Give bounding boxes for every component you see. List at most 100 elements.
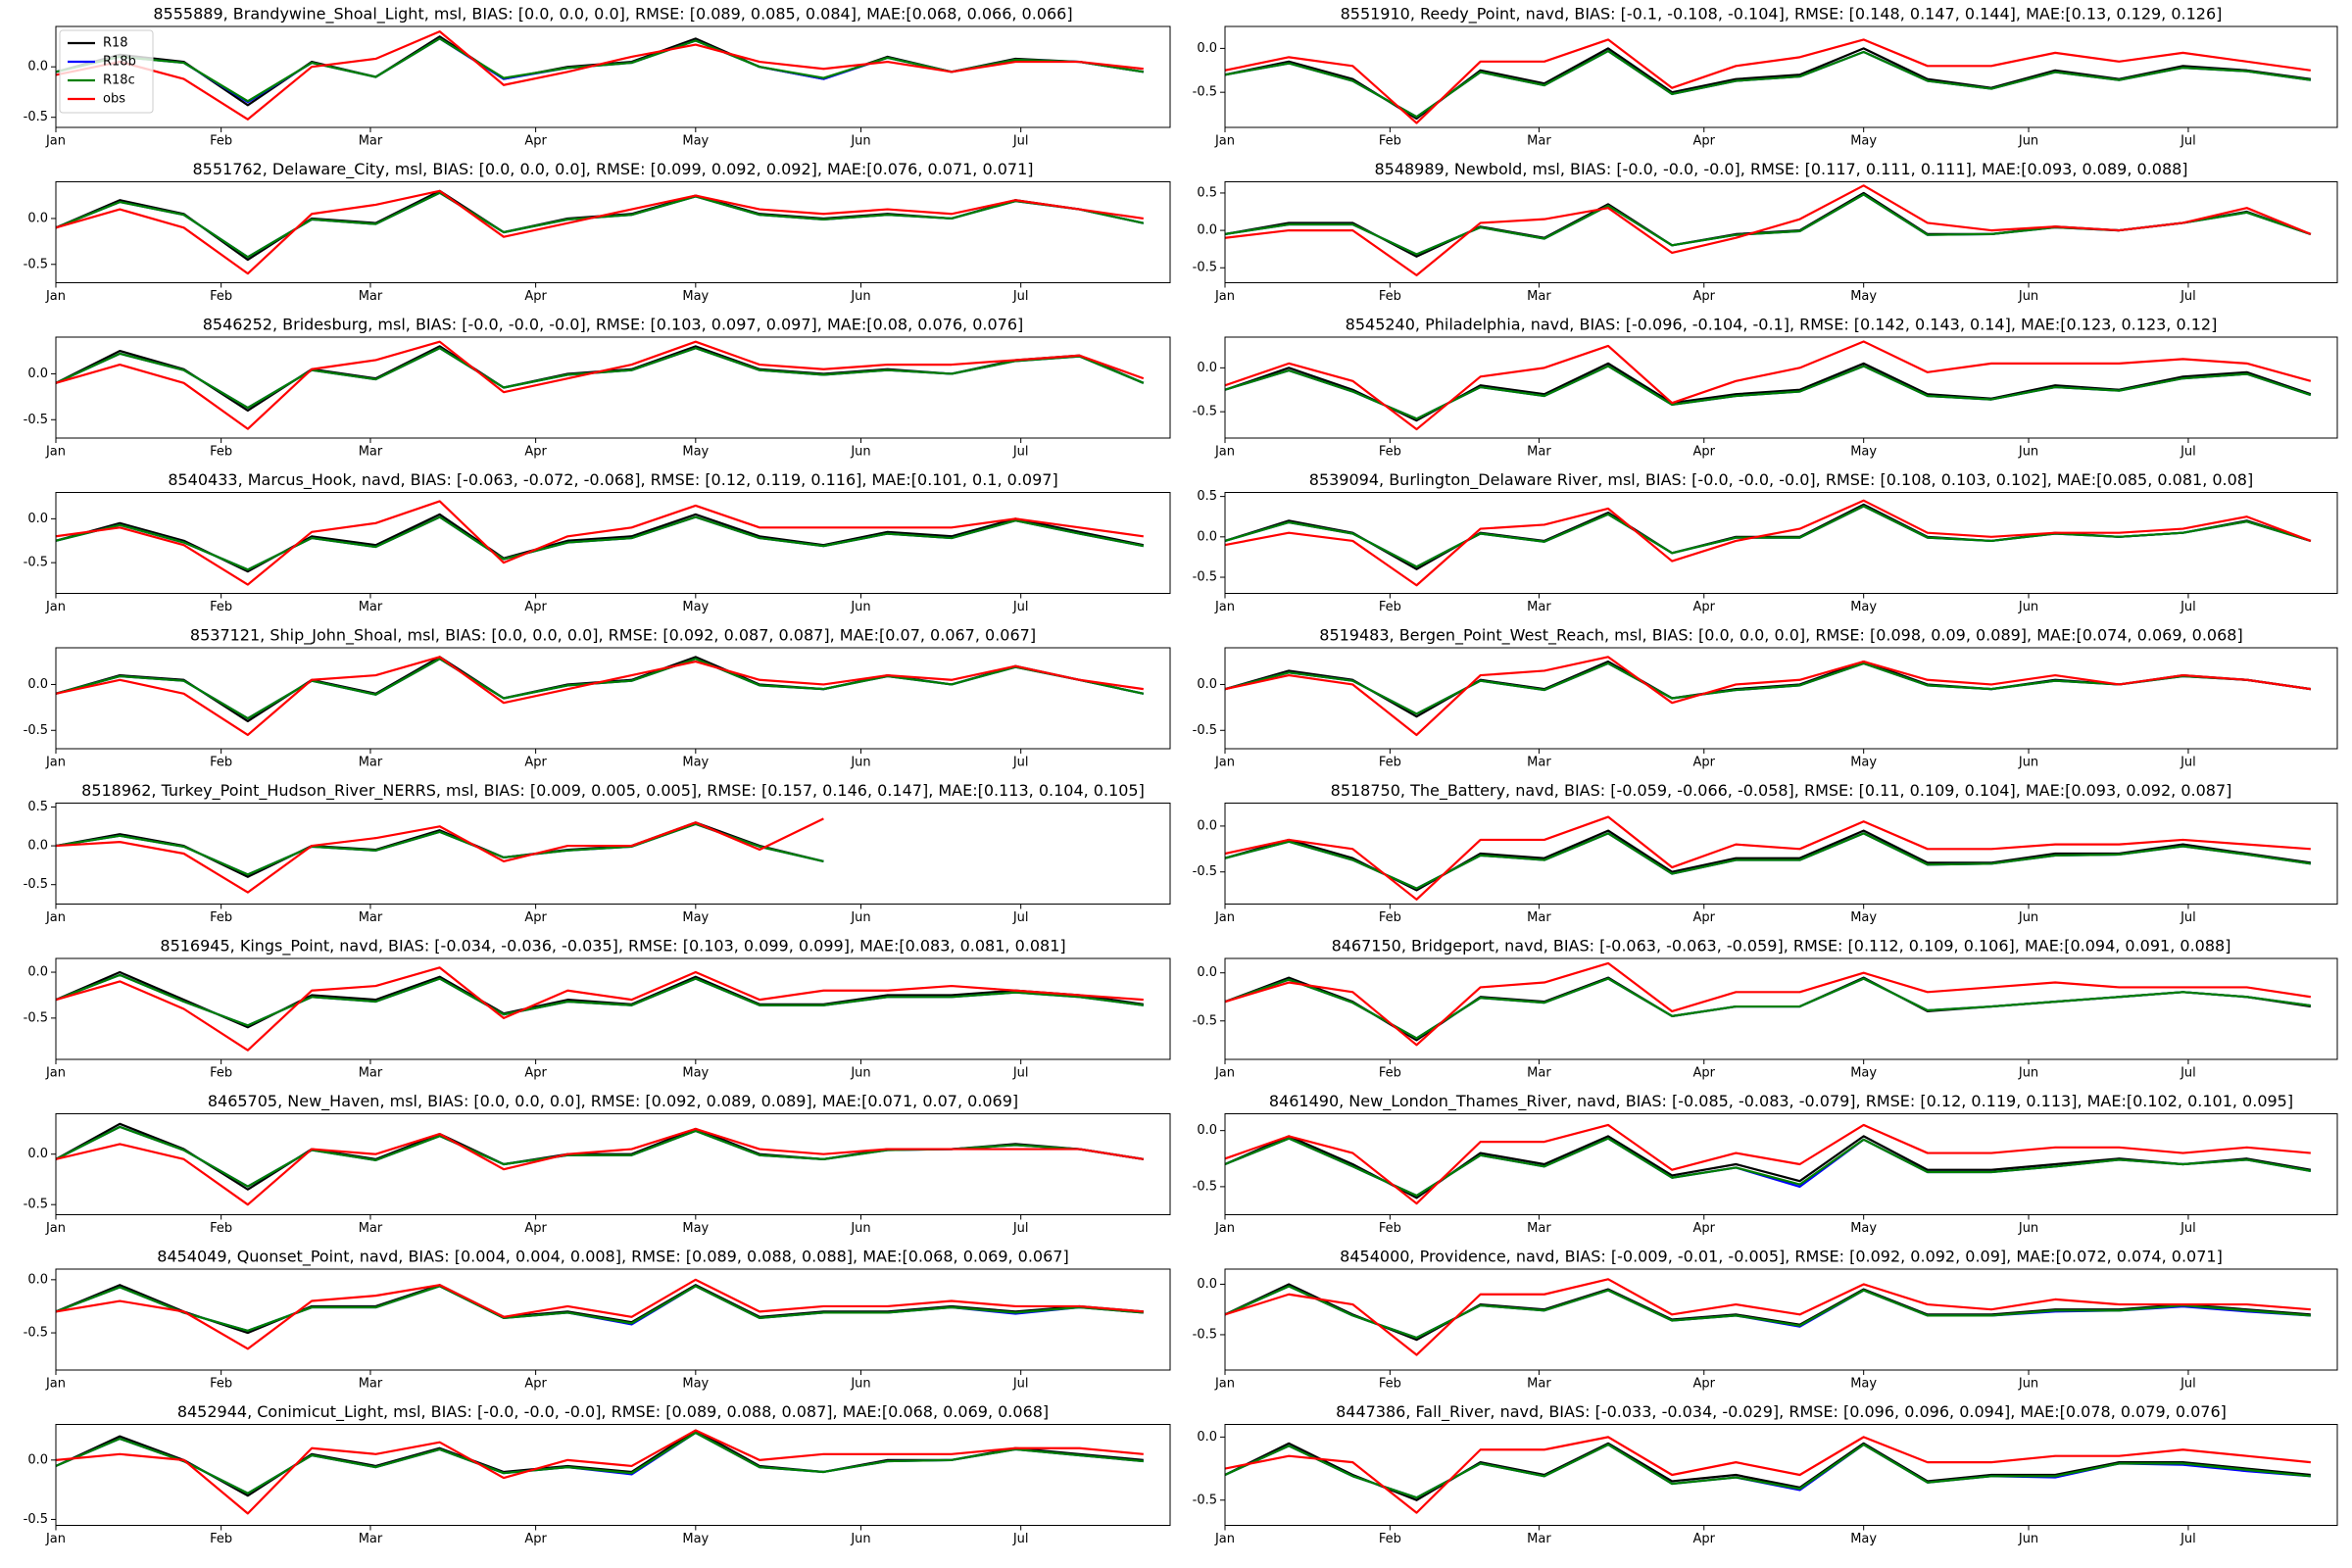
x-tick-label: Jan [45, 756, 66, 770]
y-tick-label: -0.5 [1193, 85, 1217, 100]
axes-frame [1224, 803, 2338, 905]
x-tick-label: Apr [524, 910, 547, 925]
series-line [56, 500, 1144, 586]
series-line [56, 970, 1144, 1029]
x-tick-label: May [1850, 1532, 1877, 1546]
x-tick-label: Jun [850, 600, 870, 614]
x-tick-label: Jul [1012, 1221, 1029, 1236]
axes-frame [55, 492, 1171, 594]
subplot-title: 8447386, Fall_River, navd, BIAS: [-0.033… [1336, 1402, 2227, 1422]
subplot: 8518962, Turkey_Point_Hudson_River_NERRS… [24, 781, 1171, 925]
series-line [56, 1127, 1144, 1206]
y-tick-label: 0.0 [1197, 41, 1217, 56]
x-tick-label: May [1850, 134, 1877, 149]
y-tick-label: -0.5 [24, 413, 48, 427]
y-tick-label: -0.5 [24, 1198, 48, 1212]
x-tick-label: Jan [1214, 600, 1235, 614]
y-tick-label: 0.0 [1197, 361, 1217, 375]
series-line [1225, 1442, 2311, 1501]
series-line [56, 30, 1144, 121]
x-tick-label: Mar [1527, 1532, 1551, 1546]
y-tick-label: 0.0 [27, 367, 48, 381]
series-line [1225, 1137, 2312, 1198]
legend-label: R18c [103, 74, 135, 88]
x-tick-label: Apr [1693, 910, 1716, 925]
y-tick-label: 0.0 [27, 1452, 48, 1467]
x-tick-label: Mar [1527, 1221, 1551, 1236]
axes-frame [55, 181, 1171, 283]
subplot-title: 8454049, Quonset_Point, navd, BIAS: [0.0… [157, 1248, 1068, 1267]
subplot: 8546252, Bridesburg, msl, BIAS: [-0.0, -… [24, 316, 1171, 460]
x-tick-label: Jul [2180, 600, 2196, 614]
x-tick-label: Mar [359, 445, 383, 460]
subplot: 8537121, Ship_John_Shoal, msl, BIAS: [0.… [24, 626, 1171, 770]
y-tick-label: -0.5 [1193, 1179, 1217, 1194]
x-tick-label: May [682, 289, 709, 304]
subplot-title: 8539094, Burlington_Delaware River, msl,… [1309, 470, 2253, 490]
x-tick-label: May [682, 1221, 709, 1236]
series-line [56, 966, 1144, 1052]
subplot-title: 8452944, Conimicut_Light, msl, BIAS: [-0… [177, 1402, 1049, 1422]
x-tick-label: Jul [2180, 1066, 2196, 1081]
y-tick-label: 0.5 [27, 800, 48, 814]
series-line [1225, 38, 2311, 124]
subplot: 8454049, Quonset_Point, navd, BIAS: [0.0… [24, 1248, 1171, 1392]
x-tick-label: Jun [850, 910, 870, 925]
x-tick-label: Jun [2018, 1066, 2038, 1081]
x-tick-label: Jan [1214, 756, 1235, 770]
subplot-title: 8555889, Brandywine_Shoal_Light, msl, BI… [153, 5, 1072, 24]
y-tick-label: 0.0 [1197, 1277, 1217, 1292]
x-tick-label: Jun [2018, 134, 2038, 149]
x-tick-label: Mar [359, 1221, 383, 1236]
x-tick-label: Jul [2180, 1377, 2196, 1392]
x-tick-label: Feb [1379, 600, 1401, 614]
series-line [1225, 340, 2312, 431]
subplot: 8545240, Philadelphia, navd, BIAS: [-0.0… [1193, 316, 2338, 460]
x-tick-label: Mar [359, 756, 383, 770]
x-tick-label: Jul [1012, 910, 1029, 925]
subplot-title: 8546252, Bridesburg, msl, BIAS: [-0.0, -… [203, 316, 1024, 334]
subplot-title: 8548989, Newbold, msl, BIAS: [-0.0, -0.0… [1374, 160, 2187, 178]
x-tick-label: Jul [2180, 445, 2196, 460]
x-tick-label: Jan [1214, 289, 1235, 304]
x-tick-label: May [1850, 756, 1877, 770]
axes-frame [1224, 1424, 2338, 1526]
subplot: 8555889, Brandywine_Shoal_Light, msl, BI… [24, 5, 1171, 149]
subplot-title: 8465705, New_Haven, msl, BIAS: [0.0, 0.0… [208, 1092, 1018, 1111]
x-tick-label: May [682, 1066, 709, 1081]
series-line [1225, 977, 2311, 1040]
x-tick-label: Feb [210, 600, 232, 614]
axes-frame [55, 803, 1171, 905]
x-tick-label: Feb [210, 1221, 232, 1236]
series-line [56, 822, 824, 876]
subplot-title: 8545240, Philadelphia, navd, BIAS: [-0.0… [1346, 316, 2218, 334]
series-line [56, 817, 824, 894]
x-tick-label: Jan [45, 134, 66, 149]
x-tick-label: Mar [359, 289, 383, 304]
y-tick-label: 0.0 [1197, 677, 1217, 692]
x-tick-label: Jan [1214, 910, 1235, 925]
x-tick-label: May [1850, 289, 1877, 304]
y-tick-label: -0.5 [24, 1010, 48, 1025]
subplot: 8461490, New_London_Thames_River, navd, … [1193, 1092, 2338, 1236]
x-tick-label: Jan [45, 1066, 66, 1081]
y-tick-label: 0.0 [27, 512, 48, 526]
x-tick-label: Feb [210, 910, 232, 925]
x-tick-label: Feb [210, 1066, 232, 1081]
x-tick-label: Jan [45, 600, 66, 614]
x-tick-label: Jul [2180, 134, 2196, 149]
x-tick-label: Apr [524, 1066, 547, 1081]
series-line [1225, 961, 2312, 1047]
y-tick-label: -0.5 [1193, 1013, 1217, 1028]
x-tick-label: Jan [1214, 1221, 1235, 1236]
series-line [1225, 1444, 2311, 1499]
axes-frame [55, 1268, 1171, 1371]
x-tick-label: Feb [210, 134, 232, 149]
x-tick-label: Apr [524, 1532, 547, 1546]
x-tick-label: Apr [524, 445, 547, 460]
y-tick-label: 0.0 [27, 211, 48, 225]
x-tick-label: Mar [359, 1377, 383, 1392]
series-line [1225, 1285, 2311, 1340]
